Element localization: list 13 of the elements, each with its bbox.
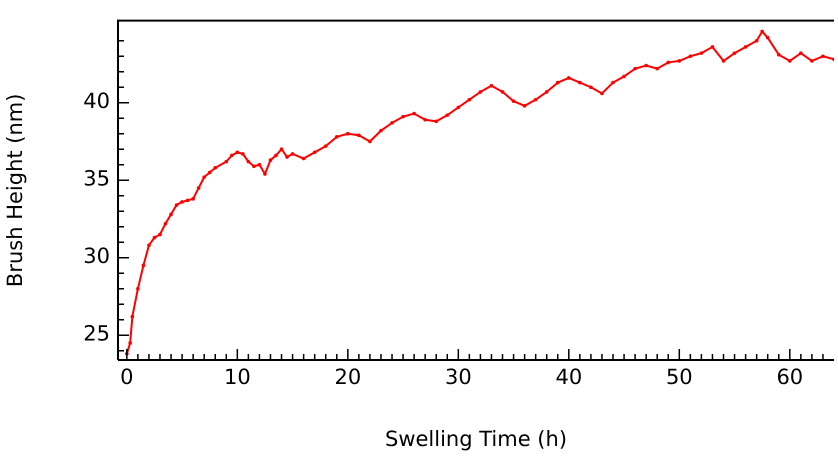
- x-tick-label: 20: [334, 365, 362, 390]
- x-tick-label: 0: [120, 365, 134, 390]
- y-tick-label: 35: [83, 166, 110, 191]
- y-axis-title: Brush Height (nm): [3, 94, 28, 288]
- x-tick-label: 40: [555, 365, 582, 390]
- x-tick-label: 30: [444, 365, 472, 390]
- x-tick-label: 50: [666, 365, 693, 390]
- x-tick-label: 60: [776, 365, 804, 390]
- y-tick-label: 25: [83, 322, 110, 346]
- x-axis-title: Swelling Time (h): [384, 426, 568, 451]
- y-tick-label: 40: [83, 89, 110, 114]
- x-tick-label: 10: [224, 365, 251, 390]
- y-tick-label: 30: [83, 244, 110, 268]
